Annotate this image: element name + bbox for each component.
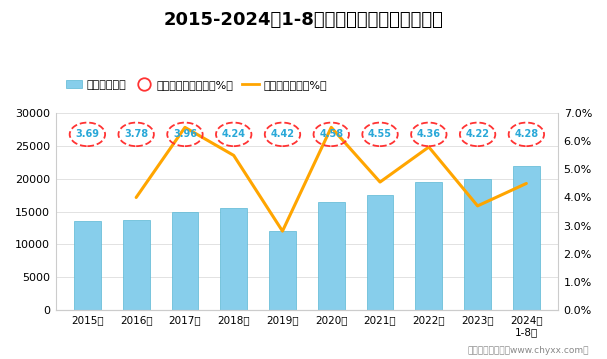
Bar xyxy=(74,221,101,310)
Bar xyxy=(269,231,296,310)
Bar xyxy=(220,208,247,310)
Text: 4.58: 4.58 xyxy=(319,129,344,139)
Text: 4.42: 4.42 xyxy=(271,129,294,139)
Bar xyxy=(367,195,393,310)
Text: 4.36: 4.36 xyxy=(417,129,441,139)
Text: 4.22: 4.22 xyxy=(466,129,490,139)
Bar xyxy=(464,179,491,310)
Text: 4.24: 4.24 xyxy=(222,129,246,139)
Legend: 企业数（个）, 占全国企业数比重（%）, 企业同比增速（%）: 企业数（个）, 占全国企业数比重（%）, 企业同比增速（%） xyxy=(61,76,331,94)
Text: 3.69: 3.69 xyxy=(75,129,100,139)
Text: 制图：智研咨询（www.chyxx.com）: 制图：智研咨询（www.chyxx.com） xyxy=(467,346,589,355)
Bar xyxy=(415,182,443,310)
Text: 2015-2024年1-8月湖南省工业企业数统计图: 2015-2024年1-8月湖南省工业企业数统计图 xyxy=(163,11,444,29)
Bar xyxy=(123,220,149,310)
Text: 4.55: 4.55 xyxy=(368,129,392,139)
Text: 4.28: 4.28 xyxy=(514,129,538,139)
Text: 3.96: 3.96 xyxy=(173,129,197,139)
Bar xyxy=(172,211,198,310)
Text: 3.78: 3.78 xyxy=(124,129,148,139)
Bar xyxy=(318,202,345,310)
Bar xyxy=(513,166,540,310)
